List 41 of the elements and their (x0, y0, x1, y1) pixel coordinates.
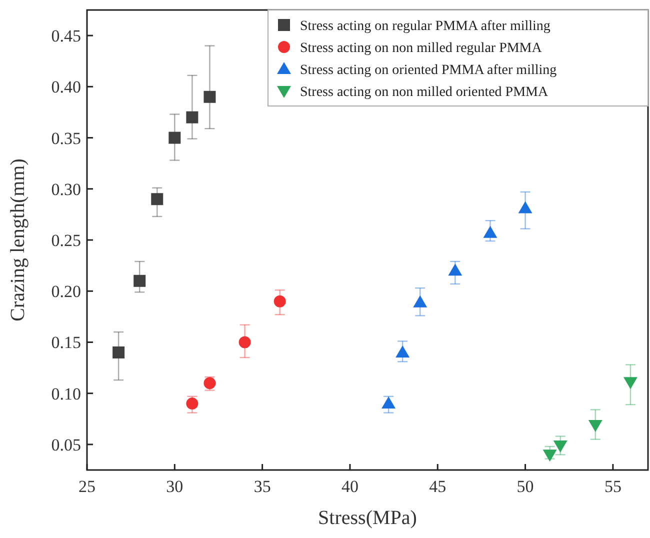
point (553, 440, 568, 452)
x-tick-label: 35 (254, 477, 271, 496)
x-tick-label: 25 (78, 477, 96, 496)
point (518, 201, 532, 214)
point (396, 345, 410, 358)
y-tick-label: 0.25 (51, 231, 81, 250)
point (623, 377, 638, 390)
x-axis-title: Stress(MPa) (318, 507, 417, 529)
point (151, 193, 164, 206)
point (168, 132, 181, 144)
point (483, 226, 498, 238)
y-tick-label: 0.10 (51, 384, 81, 404)
point (542, 450, 557, 462)
x-tick-label: 30 (166, 477, 184, 496)
y-tick-label: 0.45 (51, 26, 81, 46)
legend-label: Stress acting on regular PMMA after milling (300, 19, 550, 34)
x-tick-label: 40 (341, 477, 358, 496)
point (186, 398, 198, 410)
point (448, 264, 462, 276)
legend-label: Stress acting on non milled regular PMMA (300, 41, 543, 56)
point (588, 420, 602, 432)
point (382, 396, 396, 409)
legend-label: Stress acting on non milled oriented PMMA (300, 85, 549, 100)
point (112, 346, 125, 358)
y-axis-title: Crazing length(mm) (7, 158, 29, 322)
point (204, 90, 216, 103)
x-tick-label: 50 (516, 477, 534, 496)
point (238, 336, 251, 348)
x-tick-label: 45 (429, 477, 446, 496)
y-tick-label: 0.15 (51, 333, 81, 352)
y-tick-label: 0.40 (51, 78, 81, 97)
y-tick-label: 0.05 (51, 435, 81, 454)
point (186, 111, 198, 124)
y-tick-label: 0.35 (51, 128, 81, 148)
legend-label: Stress acting on oriented PMMA after milling (300, 63, 557, 78)
point (413, 295, 428, 308)
y-tick-label: 0.20 (51, 282, 81, 302)
y-tick-label: 0.30 (51, 180, 81, 199)
x-tick-label: 55 (604, 477, 622, 496)
point (134, 274, 146, 287)
point (274, 295, 286, 308)
